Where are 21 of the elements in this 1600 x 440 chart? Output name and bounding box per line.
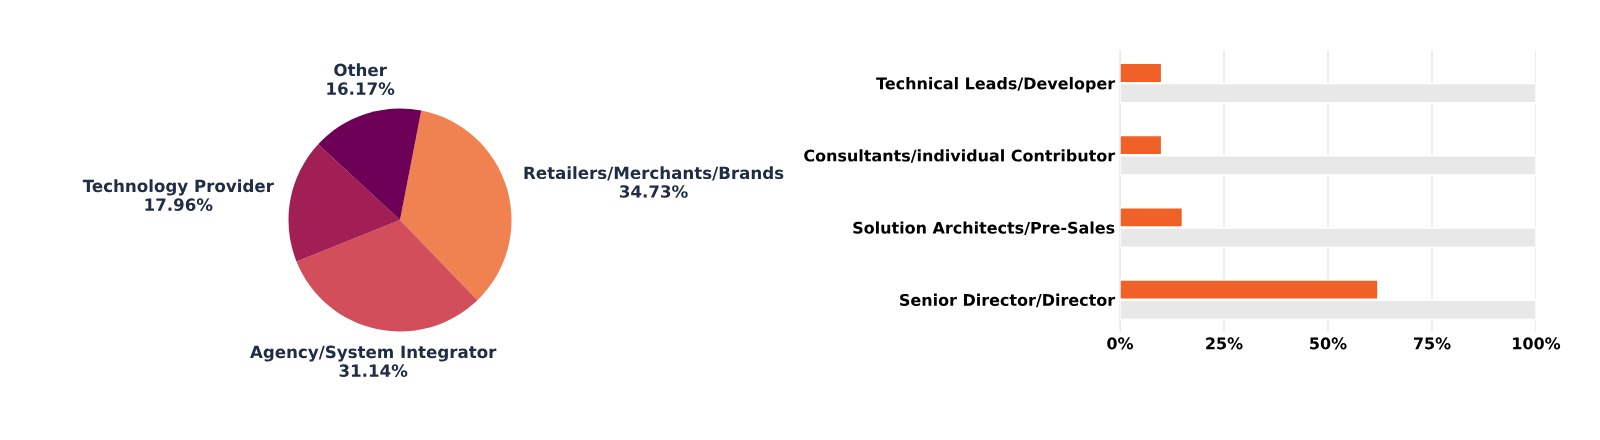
slice-label: Technology Provider [82, 179, 274, 196]
data-label: 34.73% [619, 185, 688, 198]
y-tick-label: Solution Architects/Pre-Sales [853, 221, 1115, 236]
x-tick-label: 0% [1107, 337, 1134, 350]
x-tick-label: 50% [1310, 337, 1347, 350]
slice-label: Agency/System Integrator [250, 345, 497, 362]
x-tick-label: 75% [1413, 337, 1451, 350]
y-tick-label: Technical Leads/Developer [876, 77, 1116, 93]
pie-slice [400, 110, 512, 301]
pie-slice [318, 108, 422, 220]
slice-label: Other [334, 63, 387, 77]
y-tick-label: Senior Director/Director [900, 293, 1116, 308]
pie-slice [288, 144, 400, 262]
slice-label: Retailers/Merchants/Brands [524, 166, 784, 181]
data-label: 16.17% [327, 82, 395, 95]
y-tick-label: Consultants/individual Contributor [804, 149, 1116, 163]
data-label: 31.14% [339, 364, 408, 377]
x-tick-label: 25% [1206, 337, 1243, 350]
x-tick-label: 100% [1513, 337, 1561, 350]
pie-slice [296, 220, 478, 332]
data-label: 17.96% [145, 198, 213, 211]
